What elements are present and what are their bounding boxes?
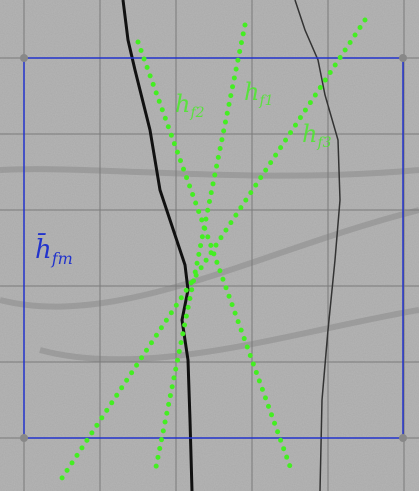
label-sub: f1 (258, 93, 273, 109)
label-main: h̄ (35, 232, 52, 265)
label-main: h (244, 78, 259, 106)
label-sub: fm (51, 249, 73, 268)
label-main: h (302, 120, 317, 148)
label-sub: f3 (316, 135, 331, 151)
label-sub: f2 (189, 105, 204, 121)
figure: h̄fm hf2 hf1 hf3 (0, 0, 419, 491)
label-main: h (175, 90, 190, 118)
